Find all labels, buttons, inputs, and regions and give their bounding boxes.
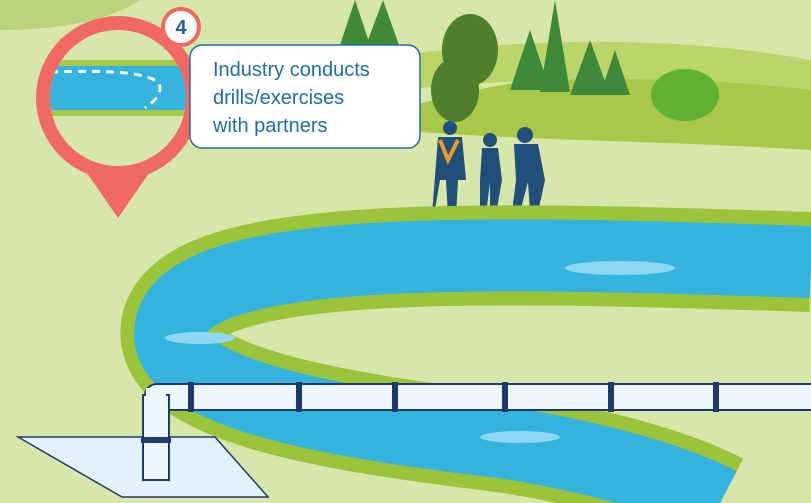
callout-line: drills/exercises — [213, 87, 344, 109]
step-number: 4 — [175, 17, 187, 39]
pipeline — [141, 382, 811, 481]
callout-text: Industry conducts drills/exercises with … — [212, 59, 370, 137]
callout-line: Industry conducts — [213, 59, 370, 81]
callout-box — [189, 44, 421, 149]
hill — [0, 0, 140, 30]
river — [134, 219, 811, 503]
river-highlights — [165, 261, 675, 443]
callout-pin — [36, 16, 200, 218]
step-badge — [161, 7, 201, 47]
people — [432, 121, 545, 215]
callout-line: with partners — [212, 115, 328, 137]
trees — [340, 0, 719, 122]
